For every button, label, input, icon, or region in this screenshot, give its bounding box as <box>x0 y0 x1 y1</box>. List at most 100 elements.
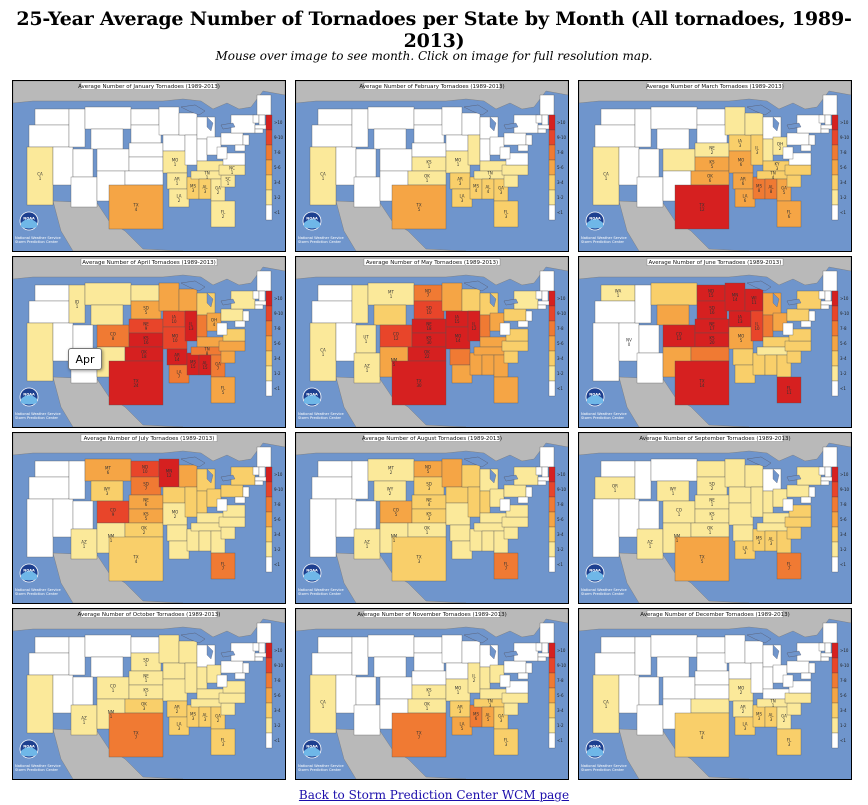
state-value-ne: 2 <box>711 150 714 155</box>
back-to-spc-link[interactable]: Back to Storm Prediction Center WCM page <box>298 788 570 802</box>
state-value-fl: 7 <box>788 566 791 571</box>
legend-swatch-4 <box>548 702 556 719</box>
map-panel-march[interactable]: TX 12 OK 6 KS 5 NE 2 IA 3 MO 6 AR 6 LA 6 MS 8 AL 8 GA 5 FL 6 TN 4… <box>578 80 852 252</box>
mexico-landmass <box>618 376 750 427</box>
legend-label-5: 1-2 <box>557 195 564 200</box>
legend-swatch-4 <box>265 174 273 191</box>
state-pa <box>503 132 527 146</box>
legend-label-2: 7-8 <box>840 502 847 507</box>
state-nj <box>808 662 816 674</box>
state-value-az: 1 <box>366 368 369 373</box>
state-ca <box>26 146 54 206</box>
state-md <box>800 672 812 680</box>
legend-swatch-4 <box>265 350 273 367</box>
state-vt <box>535 642 543 652</box>
state-wa <box>317 284 353 302</box>
state-value-mo: 2 <box>740 690 743 695</box>
state-code-ks: KS <box>709 512 715 517</box>
state-code-ok: OK <box>424 526 430 531</box>
state-nv <box>52 146 74 186</box>
legend-label-4: 3-4 <box>557 180 564 185</box>
state-vt <box>252 642 260 652</box>
map-panel-june[interactable]: TX 14 KS 20 NE 17 IA 13 CO 13 MN 14 WI 11 SD 16 ND 15 IL 10… <box>578 256 852 428</box>
state-value-il: 2 <box>473 678 476 683</box>
state-wy <box>373 304 407 326</box>
legend-swatch-4 <box>831 350 839 367</box>
legend-label-3: 5-6 <box>840 165 847 170</box>
state-sc <box>503 526 519 540</box>
map-panel-december[interactable]: CA 1 TX 4 MO 2 AR 2 LA 3 MS 3 AL 3 GA 2 FL 3 TN 1 Average Nu… <box>578 608 852 780</box>
state-ma <box>537 476 551 482</box>
state-ms <box>752 352 766 376</box>
state-value-ca: 1 <box>605 176 608 181</box>
map-panel-august[interactable]: MT 2 ND 5 SD 3 WY 2 CO 5 NE 4 KS 3 NM 1 AZ 1 OK 1 TX 3 FL 7 Aver… <box>295 432 569 604</box>
mexico-landmass <box>335 552 467 603</box>
state-id <box>351 460 369 500</box>
map-title-box <box>80 258 218 266</box>
state-value-ms: 3 <box>192 716 195 721</box>
map-title: Average Number of October Tornadoes (198… <box>78 612 221 618</box>
state-code-nd: ND <box>708 289 714 294</box>
map-title-box <box>80 82 218 90</box>
map-panel-april[interactable]: TX 24 OK 18 KS 16 NE 9 IA 10 MO 10 AR 14 MS 15 AL 15 IL 13 C… <box>12 256 286 428</box>
state-id <box>351 284 369 324</box>
state-pa <box>503 308 527 322</box>
map-panel-september[interactable]: OR 1 WY 1 SD 2 CO 1 NE 1 KS 1 AZ 1 NM 1 OK 1 TX 5 FL 7 LA 3 MS 3 A… <box>578 432 852 604</box>
state-ma <box>820 652 834 658</box>
state-vt <box>818 290 826 300</box>
legend-swatch-6 <box>265 204 273 221</box>
state-mi <box>196 292 216 316</box>
legend-swatch-3 <box>548 687 556 704</box>
state-value-ar: 2 <box>176 709 179 714</box>
state-nh <box>541 642 549 654</box>
state-value-wy: 2 <box>389 491 392 496</box>
state-code-ks: KS <box>426 512 432 517</box>
state-code-ms: MS <box>756 536 762 541</box>
state-value-ga: 3 <box>500 718 503 723</box>
legend-label-1: 9-10 <box>557 663 567 668</box>
state-ia <box>162 662 186 680</box>
state-pa <box>220 308 244 322</box>
map-panel-february[interactable]: CA 1 TX 5 KS 1 OK 1 AR 3 MS 4 AL 4 GA 3 FL 3 LA 3 MO 1 TN 2 Aver… <box>295 80 569 252</box>
nws-label: National Weather Service <box>15 412 61 416</box>
spc-label: Storm Prediction Center <box>581 416 625 420</box>
state-il <box>467 134 481 166</box>
map-grid: CA 1 TX 4 AR 1 MS 3 AL 3 GA 2 FL 2 LA 2 TN 1 SC 1 NC 1 MO 1 Aver… <box>12 80 858 782</box>
state-value-la: 5 <box>461 726 464 731</box>
legend-label-6: <1 <box>557 738 563 743</box>
legend-label-3: 5-6 <box>274 341 281 346</box>
state-ar <box>166 524 188 542</box>
state-code-mo: MO <box>172 334 179 339</box>
map-panel-october[interactable]: SD 1 NE 1 CO 1 KS 1 AZ 1 NM 1 OK 3 TX 7 AR 2 LA 3 MS 3 AL 3 GA 2 F… <box>12 608 286 780</box>
state-fl <box>776 200 802 228</box>
state-wi <box>178 640 198 664</box>
map-panel-may[interactable]: TX 30 OK 22 KS 30 NE 18 IA 15 MO 14 IL 12 CO 12 SD 10 ND 7 N… <box>295 256 569 428</box>
state-ut <box>355 500 377 530</box>
legend-swatch-6 <box>265 380 273 397</box>
legend-swatch-3 <box>265 159 273 176</box>
legend-label-3: 5-6 <box>557 165 564 170</box>
spc-label: Storm Prediction Center <box>581 592 625 596</box>
legend-swatch-2 <box>548 320 556 337</box>
state-value-il: 13 <box>188 326 194 331</box>
state-value-ks: 30 <box>426 340 432 345</box>
legend-label-6: <1 <box>557 562 563 567</box>
map-panel-july[interactable]: MT 6 ND 10 MN 12 SD 7 CO 9 WY 3 NE 6 KS 5 NM 1 AZ 1 OK 2 TX 4 MO… <box>12 432 286 604</box>
state-tx <box>674 536 730 582</box>
map-panel-january[interactable]: CA 1 TX 4 AR 1 MS 3 AL 3 GA 2 FL 2 LA 2 TN 1 SC 1 NC 1 MO 1 Aver… <box>12 80 286 252</box>
state-nj <box>242 662 250 674</box>
legend-swatch-3 <box>548 511 556 528</box>
state-code-ok: OK <box>141 702 147 707</box>
map-panel-november[interactable]: TX 7 OK 1 KS 1 MO 1 AR 3 LA 5 MS 6 AL 5 GA 3 FL 3 TN 3 IL 2 CA 1 A… <box>295 608 569 780</box>
state-vt <box>535 114 543 124</box>
legend-swatch-5 <box>265 541 273 558</box>
state-code-il: IL <box>472 674 476 679</box>
state-code-ne: NE <box>426 498 432 503</box>
state-nh <box>541 290 549 302</box>
legend-swatch-5 <box>831 717 839 734</box>
state-tx <box>674 184 730 230</box>
legend-swatch-2 <box>548 144 556 161</box>
state-ok <box>690 698 730 714</box>
state-wa <box>600 460 636 478</box>
